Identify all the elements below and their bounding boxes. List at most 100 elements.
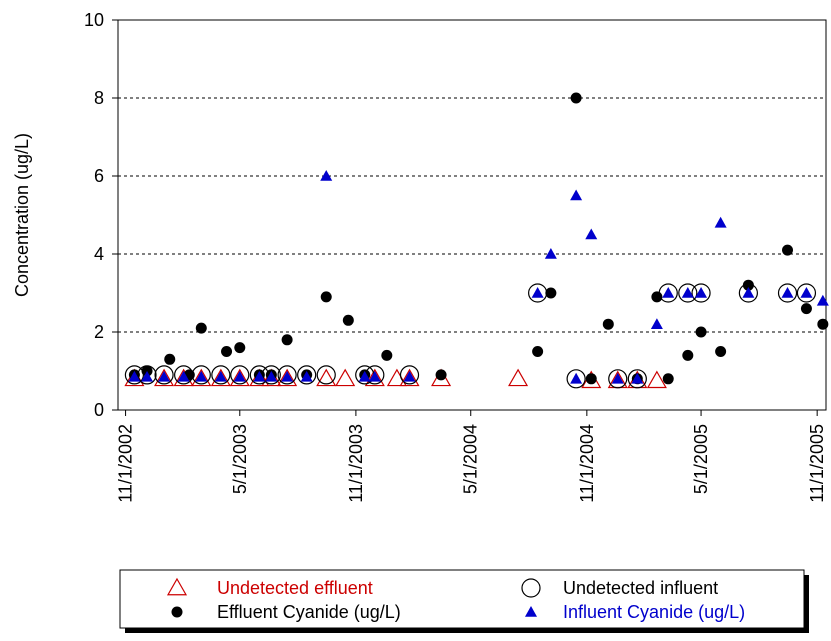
influent-cyanide-point: [177, 370, 190, 382]
legend-box: [119, 569, 805, 629]
effluent-cyanide-point: [381, 349, 393, 361]
undetected-influent-point: [316, 365, 336, 385]
effluent-cyanide-point: [662, 373, 674, 385]
effluent-cyanide-point: [234, 342, 246, 354]
legend-item-effluent-cyanide: Effluent Cyanide (ug/L): [171, 602, 401, 622]
effluent-cyanide-point: [164, 353, 176, 365]
undetected-influent-point: [678, 283, 698, 303]
data-points: [124, 92, 829, 389]
undetected-influent-point: [627, 369, 647, 389]
undetected-influent-point: [399, 365, 420, 385]
influent-cyanide-point: [714, 216, 727, 228]
influent-cyanide-point: [816, 294, 829, 306]
influent-cyanide-point: [233, 370, 246, 382]
y-tick-label: 2: [94, 322, 104, 342]
y-tick-label: 10: [84, 10, 104, 30]
undetected-influent-point: [297, 365, 317, 385]
effluent-cyanide-point: [602, 318, 614, 330]
influent-cyanide-point: [531, 287, 544, 298]
legend-label: Effluent Cyanide (ug/L): [217, 602, 401, 622]
influent-cyanide-point: [742, 287, 755, 298]
undetected-effluent-point: [277, 368, 298, 387]
effluent-cyanide-point: [221, 346, 233, 357]
influent-cyanide-point: [368, 370, 381, 382]
x-tick-label: 5/1/2005: [691, 424, 711, 494]
x-tick-label: 11/1/2003: [346, 424, 366, 503]
influent-cyanide-point: [631, 372, 644, 384]
undetected-effluent-point: [191, 368, 212, 387]
influent-cyanide-point: [128, 370, 141, 382]
x-axis: 11/1/2002 5/1/2003 11/1/2003 5/1/2004 11/1/2…: [116, 410, 827, 503]
effluent-cyanide-point: [570, 92, 582, 104]
influent-cyanide-point: [585, 228, 598, 240]
undetected-effluent-point: [508, 368, 529, 387]
undetected-effluent-point: [210, 368, 231, 387]
effluent-cyanide-point: [742, 279, 754, 291]
x-tick-label: 11/1/2002: [116, 424, 136, 503]
undetected-effluent-point: [364, 368, 385, 387]
effluent-cyanide-point: [320, 291, 332, 303]
y-tick-label: 0: [94, 400, 104, 420]
undetected-influent-point: [691, 283, 711, 303]
undetected-influent-point: [796, 283, 817, 303]
influent-cyanide-point: [253, 370, 266, 382]
influent-cyanide-point: [403, 370, 416, 382]
influent-cyanide-point: [265, 370, 278, 382]
effluent-cyanide-point: [545, 287, 557, 299]
undetected-effluent-point: [335, 368, 356, 387]
undetected-effluent-point: [399, 368, 420, 387]
effluent-cyanide-point: [532, 346, 544, 357]
undetected-influent-point: [277, 365, 297, 385]
influent-cyanide-point: [281, 370, 294, 382]
undetected-effluent-point: [316, 368, 337, 387]
legend-label: Influent Cyanide (ug/L): [563, 602, 745, 622]
effluent-cyanide-point: [435, 369, 447, 381]
y-axis-title: Concentration (ug/L): [12, 133, 32, 297]
influent-cyanide-point: [195, 370, 208, 382]
effluent-cyanide-point: [342, 314, 354, 326]
undetected-influent-point: [230, 365, 250, 385]
x-tick-label: 11/1/2005: [807, 424, 827, 503]
undetected-influent-point: [211, 365, 231, 385]
influent-cyanide-point: [611, 372, 624, 384]
legend-marker: [166, 577, 188, 596]
influent-cyanide-point: [781, 287, 794, 298]
x-tick-label: 5/1/2004: [461, 424, 481, 494]
effluent-cyanide-point: [695, 326, 707, 338]
y-axis: 0 2 4 6 8 10: [84, 10, 118, 420]
influent-cyanide-point: [570, 372, 583, 384]
influent-cyanide-point: [141, 370, 154, 382]
influent-cyanide-point: [681, 287, 694, 298]
undetected-influent-point: [777, 283, 798, 303]
y-tick-label: 6: [94, 166, 104, 186]
y-tick-label: 8: [94, 88, 104, 108]
y-tick-label: 4: [94, 244, 104, 264]
effluent-cyanide-point: [281, 334, 293, 346]
x-tick-label: 11/1/2004: [577, 424, 597, 503]
legend-label: Undetected effluent: [217, 578, 373, 598]
legend-marker: [171, 606, 183, 618]
effluent-cyanide-point: [651, 291, 663, 303]
undetected-influent-point: [154, 365, 174, 385]
influent-cyanide-point: [544, 248, 557, 259]
effluent-cyanide-point: [800, 303, 812, 315]
undetected-influent-point: [608, 369, 628, 389]
effluent-cyanide-point: [195, 322, 207, 334]
effluent-cyanide-point: [782, 244, 794, 256]
plot-area-frame: [117, 19, 827, 411]
influent-cyanide-point: [158, 370, 171, 382]
undetected-effluent-point: [386, 368, 407, 387]
influent-cyanide-point: [358, 370, 371, 382]
influent-cyanide-point: [320, 170, 333, 181]
undetected-effluent-point: [229, 368, 250, 387]
influent-cyanide-point: [650, 318, 663, 329]
influent-cyanide-point: [662, 287, 675, 298]
gridlines: [118, 97, 826, 333]
undetected-effluent-point: [646, 370, 667, 389]
influent-cyanide-point: [570, 189, 583, 201]
legend-item-undetected-influent: Undetected influent: [521, 578, 718, 598]
effluent-cyanide-point: [715, 346, 727, 357]
influent-cyanide-point: [300, 370, 313, 382]
legend-item-undetected-effluent: Undetected effluent: [166, 577, 373, 598]
legend-item-influent-cyanide: Influent Cyanide (ug/L): [525, 602, 745, 622]
